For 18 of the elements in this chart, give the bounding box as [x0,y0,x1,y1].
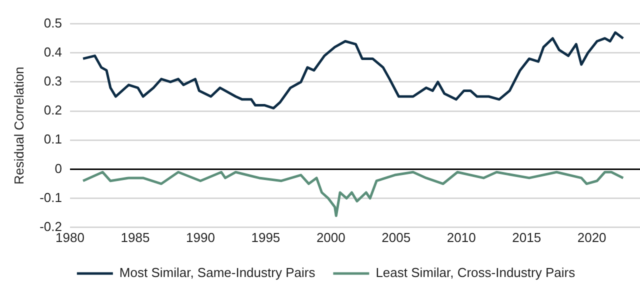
x-tick-label: 2020 [577,230,606,245]
legend-label: Most Similar, Same-Industry Pairs [119,265,316,280]
x-tick-label: 1985 [120,230,150,245]
x-tick-label: 1990 [186,230,215,245]
y-tick-label: -0.1 [40,190,62,205]
y-tick-label: 0.2 [44,102,62,118]
y-tick-label: 0.1 [44,132,62,147]
y-tick-label: 0.3 [44,74,62,89]
x-tick-label: 1995 [251,230,280,245]
legend-label: Least Similar, Cross-Industry Pairs [376,265,576,280]
x-tick-label: 2010 [446,230,476,245]
x-tick-label: 2005 [382,230,411,245]
x-tick-label: 2000 [316,230,346,245]
y-tick-label: 0 [54,160,62,176]
y-axis-title: Residual Correlation [11,66,26,184]
y-tick-label: 0.5 [44,15,62,30]
y-tick-label: 0.4 [44,44,62,60]
x-tick-label: 2015 [512,230,542,245]
